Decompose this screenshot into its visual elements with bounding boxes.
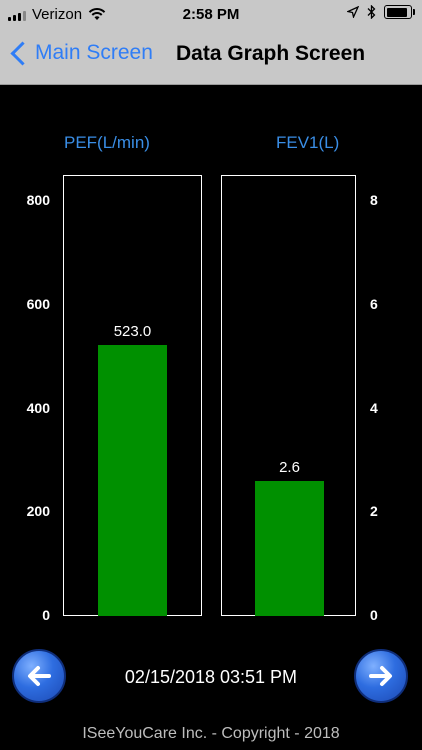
pef-bar <box>98 344 167 616</box>
signal-strength-icon <box>8 9 26 21</box>
fev1-bar <box>255 481 324 616</box>
battery-icon <box>384 5 415 19</box>
back-button[interactable]: Main Screen <box>8 40 153 66</box>
status-time: 2:58 PM <box>182 6 240 23</box>
fev1-y-tick: 2 <box>370 503 378 520</box>
status-left: Verizon <box>8 6 106 23</box>
next-button[interactable] <box>354 649 408 703</box>
previous-button[interactable] <box>12 649 66 703</box>
fev1-chart-title: FEV1(L) <box>276 133 340 152</box>
pef-y-tick: 200 <box>26 503 50 520</box>
fev1-y-tick: 6 <box>370 295 378 312</box>
right-arrow-icon <box>369 666 392 686</box>
pef-y-tick: 0 <box>42 607 50 623</box>
bluetooth-icon <box>367 5 376 19</box>
copyright-footer: ISeeYouCare Inc. - Copyright - 2018 <box>82 725 340 742</box>
pef-bar-value: 523.0 <box>113 322 152 340</box>
location-icon <box>347 6 359 18</box>
status-bar: Verizon 2:58 PM <box>0 0 422 30</box>
pef-chart-title: PEF(L/min) <box>64 133 150 152</box>
fev1-bar-value: 2.6 <box>279 459 300 477</box>
left-arrow-icon <box>28 666 51 686</box>
pef-y-tick: 800 <box>26 192 50 208</box>
fev1-y-tick: 8 <box>370 192 378 208</box>
wifi-icon <box>88 8 106 20</box>
pef-y-tick: 400 <box>26 399 50 416</box>
fev1-y-tick: 4 <box>370 399 378 416</box>
pef-y-tick: 600 <box>26 295 50 312</box>
back-button-label: Main Screen <box>35 41 153 64</box>
carrier-name: Verizon <box>32 6 83 23</box>
status-right <box>347 5 415 19</box>
chevron-left-icon <box>10 40 35 66</box>
measurement-datetime: 02/15/2018 03:51 PM <box>124 667 298 687</box>
fev1-y-tick: 0 <box>370 607 378 623</box>
page-title: Data Graph Screen <box>176 42 366 65</box>
navigation-bar: Main Screen Data Graph Screen <box>0 30 422 85</box>
